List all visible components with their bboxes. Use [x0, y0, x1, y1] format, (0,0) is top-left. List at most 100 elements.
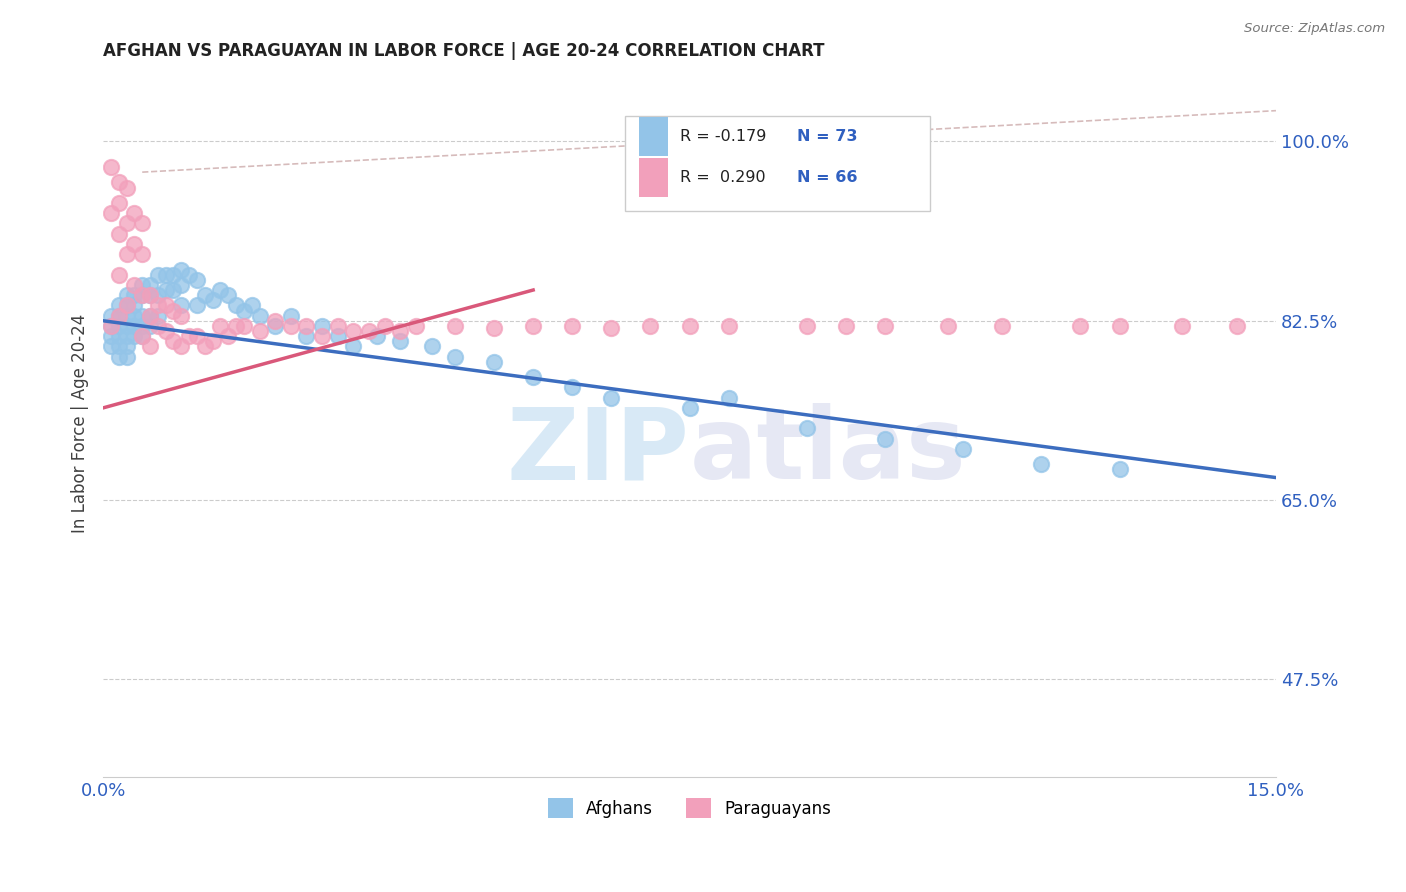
- Point: [146, 268, 169, 282]
- Point: [600, 321, 623, 335]
- Point: [873, 432, 896, 446]
- Point: [264, 314, 287, 328]
- Point: [374, 318, 396, 333]
- Point: [232, 303, 254, 318]
- Point: [1069, 318, 1091, 333]
- Point: [115, 339, 138, 353]
- Point: [1031, 457, 1053, 471]
- Point: [366, 329, 388, 343]
- Point: [131, 288, 153, 302]
- Point: [240, 298, 263, 312]
- Point: [139, 309, 162, 323]
- Point: [600, 391, 623, 405]
- Point: [194, 288, 217, 302]
- Point: [107, 227, 129, 241]
- Point: [107, 318, 129, 333]
- Point: [100, 318, 122, 333]
- Point: [162, 268, 184, 282]
- Bar: [640, 117, 668, 156]
- Point: [444, 350, 467, 364]
- Point: [991, 318, 1014, 333]
- Point: [131, 247, 153, 261]
- Point: [311, 318, 333, 333]
- Point: [170, 309, 193, 323]
- Point: [131, 288, 153, 302]
- Point: [640, 318, 662, 333]
- Point: [124, 318, 146, 333]
- Point: [678, 401, 700, 415]
- Point: [107, 268, 129, 282]
- Point: [131, 309, 153, 323]
- Point: [107, 309, 129, 323]
- Point: [162, 283, 184, 297]
- Point: [209, 283, 232, 297]
- Point: [131, 329, 153, 343]
- Point: [796, 421, 818, 435]
- Point: [482, 321, 505, 335]
- Point: [100, 309, 122, 323]
- Point: [357, 324, 380, 338]
- Point: [1226, 318, 1249, 333]
- Point: [225, 298, 247, 312]
- Bar: [640, 158, 668, 197]
- Point: [115, 298, 138, 312]
- Point: [115, 329, 138, 343]
- Point: [678, 318, 700, 333]
- Point: [326, 318, 349, 333]
- Point: [201, 293, 224, 308]
- Point: [115, 180, 138, 194]
- Point: [952, 442, 974, 456]
- Point: [342, 339, 364, 353]
- Point: [162, 303, 184, 318]
- Point: [139, 288, 162, 302]
- Point: [115, 309, 138, 323]
- Point: [186, 329, 208, 343]
- Point: [124, 236, 146, 251]
- Text: R = -0.179: R = -0.179: [681, 128, 766, 144]
- Point: [389, 324, 412, 338]
- Point: [201, 334, 224, 349]
- Point: [170, 277, 193, 292]
- Point: [139, 318, 162, 333]
- Point: [170, 262, 193, 277]
- Point: [342, 324, 364, 338]
- Text: Source: ZipAtlas.com: Source: ZipAtlas.com: [1244, 22, 1385, 36]
- Point: [280, 318, 302, 333]
- Point: [115, 318, 138, 333]
- Point: [232, 318, 254, 333]
- Point: [146, 288, 169, 302]
- Point: [155, 324, 177, 338]
- Text: R =  0.290: R = 0.290: [681, 169, 766, 185]
- Point: [936, 318, 959, 333]
- Point: [107, 350, 129, 364]
- Point: [522, 318, 544, 333]
- Point: [100, 329, 122, 343]
- Legend: Afghans, Paraguayans: Afghans, Paraguayans: [541, 791, 838, 825]
- Point: [796, 318, 818, 333]
- Point: [124, 277, 146, 292]
- Point: [131, 216, 153, 230]
- Point: [835, 318, 858, 333]
- Point: [217, 329, 239, 343]
- Point: [100, 160, 122, 174]
- Point: [717, 391, 740, 405]
- Point: [107, 298, 129, 312]
- Point: [295, 329, 318, 343]
- Point: [389, 334, 412, 349]
- Point: [249, 324, 271, 338]
- Point: [170, 298, 193, 312]
- Point: [107, 309, 129, 323]
- Point: [115, 288, 138, 302]
- Point: [717, 318, 740, 333]
- Point: [444, 318, 467, 333]
- Point: [100, 318, 122, 333]
- Point: [420, 339, 443, 353]
- Point: [107, 175, 129, 189]
- Point: [115, 247, 138, 261]
- Point: [405, 318, 427, 333]
- Point: [100, 206, 122, 220]
- Point: [186, 273, 208, 287]
- Point: [162, 334, 184, 349]
- Text: N = 66: N = 66: [797, 169, 858, 185]
- Point: [264, 318, 287, 333]
